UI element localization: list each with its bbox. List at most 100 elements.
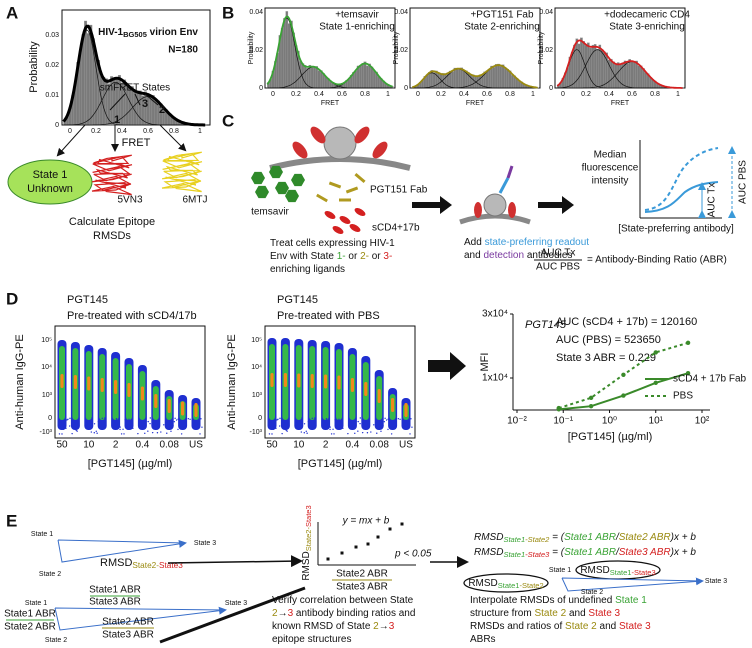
condition-label: State 3-enriching: [609, 22, 685, 33]
histogram-bar: [94, 54, 98, 126]
event-dot: [76, 430, 78, 432]
text-run: 1-: [337, 251, 346, 262]
event-dot: [380, 430, 382, 432]
text-run: or: [346, 251, 360, 262]
ratio-numerator: AUC Tx: [541, 248, 576, 259]
text-run: Verify correlation between State: [272, 595, 414, 606]
x-tick-label: 0.08: [159, 440, 179, 451]
x-tick-label: 0.2: [91, 128, 101, 135]
event-dot: [147, 420, 149, 423]
y-axis-label: Median: [594, 150, 627, 161]
text-run: BG505: [123, 30, 147, 39]
event-dot: [160, 431, 162, 433]
histogram-bar: [285, 11, 289, 89]
x-tick-label: 0.6: [337, 91, 347, 98]
event-dot: [90, 431, 93, 433]
text-run: 2: [373, 621, 379, 632]
env-trimer: [323, 126, 357, 160]
histogram-bar: [633, 61, 636, 89]
event-dot: [384, 417, 386, 419]
condition-label: +temsavir: [335, 10, 379, 21]
caption-line: epitope structures: [272, 634, 352, 645]
x-tick-label: 50: [56, 440, 68, 451]
curve-pbs: [644, 147, 719, 211]
x-tick-label: 10: [83, 440, 95, 451]
event-dot: [306, 432, 308, 434]
text-run: State1: [503, 535, 525, 544]
event-core: [283, 373, 287, 387]
event-core: [364, 382, 368, 396]
gaussian-component: [557, 49, 683, 89]
antibody: [292, 141, 308, 159]
event-core: [140, 386, 144, 401]
condition-label: State 1-enriching: [319, 22, 395, 33]
line: [159, 124, 187, 152]
event-dot: [376, 432, 378, 434]
text-run: )x + b: [670, 532, 697, 543]
panel-label: E: [6, 511, 17, 530]
event-dot: [276, 419, 278, 421]
scatter-point: [340, 551, 344, 555]
event-dot: [311, 417, 314, 419]
line: [506, 165, 514, 179]
x-tick-label: 0.6: [143, 128, 153, 135]
event-dot: [65, 427, 67, 429]
state-label: State 1: [25, 600, 47, 607]
annotation: AUC (PBS) = 523650: [556, 334, 661, 346]
x-tick-label: 10⁻²: [507, 416, 527, 427]
scatter-point: [366, 542, 370, 546]
event-dot: [152, 423, 154, 425]
data-point: [556, 405, 561, 411]
ligand-scd4: [324, 211, 336, 219]
caption-line: RMSDs and ratios of State 2 and State 3: [470, 621, 651, 632]
state-label: State 3: [194, 540, 216, 547]
structure-label: 5VN3: [117, 195, 142, 206]
scatter-point: [376, 535, 380, 539]
y-axis-label: intensity: [592, 176, 629, 187]
y-axis-label: fluorescence: [582, 163, 639, 174]
x-tick-label: 0.6: [627, 91, 637, 98]
text-run: and: [597, 621, 619, 632]
state-label: Unknown: [27, 183, 73, 195]
event-dot: [325, 418, 328, 420]
y-axis-label: MFI: [479, 353, 491, 372]
event-dot: [354, 432, 356, 435]
abr-label: State2 ABR: [336, 569, 388, 580]
line: [167, 555, 303, 568]
event-dot: [69, 417, 71, 420]
plot-frame: [54, 325, 206, 439]
x-tick-label: 0.4: [314, 91, 324, 98]
text-run: structure from: [470, 608, 534, 619]
text-run: HIV-1: [98, 27, 123, 38]
event-dot: [174, 417, 176, 419]
state-number: 1: [114, 114, 120, 126]
x-tick-label: 1: [531, 91, 535, 98]
abr-label: State3 ABR: [89, 597, 141, 608]
event-dot: [332, 428, 334, 430]
event-dot: [357, 420, 359, 423]
ligand-scd4: [354, 208, 366, 216]
text-run: Interpolate RMSDs of undefined: [470, 595, 615, 606]
event-dot: [199, 433, 201, 435]
text-run: →: [379, 621, 389, 632]
caption: RMSDs: [93, 230, 131, 242]
event-dot: [119, 426, 121, 428]
histogram-bar: [501, 64, 505, 89]
ligand-temsavir: [275, 181, 289, 195]
histogram-bar: [462, 71, 466, 89]
x-tick-label: US: [189, 440, 203, 451]
rmsd-label: RMSDState2-State3: [100, 557, 183, 570]
event-dot: [119, 428, 121, 431]
x-tick-label: 10¹: [649, 416, 664, 427]
big-arrow: [412, 196, 452, 214]
histogram-bar: [589, 47, 592, 89]
histogram-bar: [361, 63, 364, 89]
histogram-bar: [372, 70, 376, 89]
histogram-bar: [504, 67, 507, 89]
event-dot: [147, 430, 149, 432]
event-dot: [272, 428, 275, 430]
state-label: State 1: [31, 531, 53, 538]
event-dot: [122, 428, 124, 430]
x-tick-label: 0: [271, 91, 275, 98]
